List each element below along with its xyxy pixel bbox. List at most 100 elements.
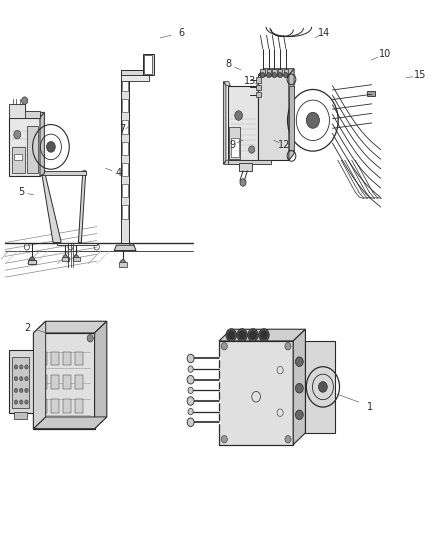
Bar	[39, 399, 46, 413]
Circle shape	[248, 329, 258, 342]
Bar	[122, 99, 128, 112]
Bar	[122, 163, 128, 176]
Polygon shape	[239, 164, 252, 171]
Polygon shape	[143, 54, 153, 75]
Circle shape	[188, 387, 193, 393]
Polygon shape	[258, 75, 289, 160]
Text: 14: 14	[318, 28, 330, 38]
Bar	[12, 357, 29, 408]
Text: 8: 8	[226, 60, 232, 69]
Circle shape	[187, 375, 194, 384]
Polygon shape	[41, 171, 61, 243]
Circle shape	[188, 366, 193, 372]
Circle shape	[221, 343, 227, 350]
Circle shape	[46, 142, 55, 152]
Polygon shape	[367, 91, 375, 96]
Polygon shape	[121, 70, 130, 243]
Bar	[63, 352, 71, 365]
Polygon shape	[121, 75, 149, 82]
Bar	[144, 55, 152, 74]
Bar	[122, 120, 128, 134]
Circle shape	[239, 331, 246, 340]
Bar	[12, 147, 25, 173]
Polygon shape	[57, 243, 97, 245]
Polygon shape	[41, 171, 86, 175]
Polygon shape	[224, 160, 230, 165]
Bar	[10, 351, 35, 413]
Circle shape	[19, 388, 23, 392]
Bar	[267, 69, 271, 76]
Text: 4: 4	[116, 168, 122, 179]
Circle shape	[226, 329, 237, 342]
Circle shape	[25, 365, 28, 369]
Circle shape	[25, 388, 28, 392]
Bar	[51, 375, 59, 389]
Circle shape	[187, 397, 194, 405]
Circle shape	[87, 419, 93, 427]
Text: 13: 13	[244, 77, 257, 86]
Bar	[122, 78, 128, 91]
Circle shape	[188, 408, 193, 415]
Bar	[51, 352, 59, 365]
Text: 2: 2	[25, 322, 31, 333]
Circle shape	[14, 365, 18, 369]
Polygon shape	[289, 69, 294, 160]
Bar	[119, 262, 127, 266]
Bar	[231, 139, 239, 157]
Bar	[73, 257, 80, 261]
Polygon shape	[219, 329, 305, 341]
Circle shape	[63, 255, 67, 260]
Bar	[256, 85, 261, 90]
Bar	[51, 399, 59, 413]
Circle shape	[295, 357, 303, 367]
Circle shape	[221, 435, 227, 443]
Circle shape	[19, 365, 23, 369]
Circle shape	[19, 400, 23, 404]
Polygon shape	[223, 82, 226, 165]
Bar	[14, 154, 21, 160]
Circle shape	[14, 131, 21, 139]
Bar	[28, 260, 36, 264]
Polygon shape	[33, 333, 95, 429]
Circle shape	[278, 72, 283, 78]
Circle shape	[29, 257, 35, 263]
Circle shape	[35, 335, 41, 342]
Bar	[10, 111, 40, 118]
Text: 10: 10	[379, 49, 391, 59]
Circle shape	[25, 400, 28, 404]
Bar	[122, 142, 128, 155]
Polygon shape	[121, 70, 149, 75]
Circle shape	[306, 112, 319, 128]
Bar	[256, 77, 261, 83]
Bar	[75, 399, 83, 413]
Circle shape	[19, 376, 23, 381]
Polygon shape	[224, 82, 230, 86]
Polygon shape	[293, 329, 305, 445]
Bar	[75, 375, 83, 389]
Bar	[305, 341, 335, 433]
Circle shape	[14, 388, 18, 392]
Circle shape	[295, 383, 303, 393]
Circle shape	[74, 255, 78, 260]
Circle shape	[250, 331, 257, 340]
Circle shape	[187, 418, 194, 426]
Circle shape	[14, 400, 18, 404]
Bar	[62, 257, 69, 261]
Circle shape	[35, 419, 41, 427]
Circle shape	[120, 260, 126, 266]
Circle shape	[272, 72, 277, 78]
Circle shape	[285, 435, 291, 443]
Circle shape	[284, 72, 288, 78]
Text: 1: 1	[367, 402, 373, 413]
Bar	[122, 205, 128, 219]
Bar	[256, 92, 261, 98]
Polygon shape	[258, 69, 294, 75]
Polygon shape	[289, 86, 294, 150]
Circle shape	[285, 343, 291, 350]
Circle shape	[87, 335, 93, 342]
Circle shape	[318, 382, 327, 392]
Circle shape	[295, 410, 303, 419]
Polygon shape	[33, 417, 107, 429]
Bar	[122, 184, 128, 197]
Polygon shape	[219, 341, 293, 445]
